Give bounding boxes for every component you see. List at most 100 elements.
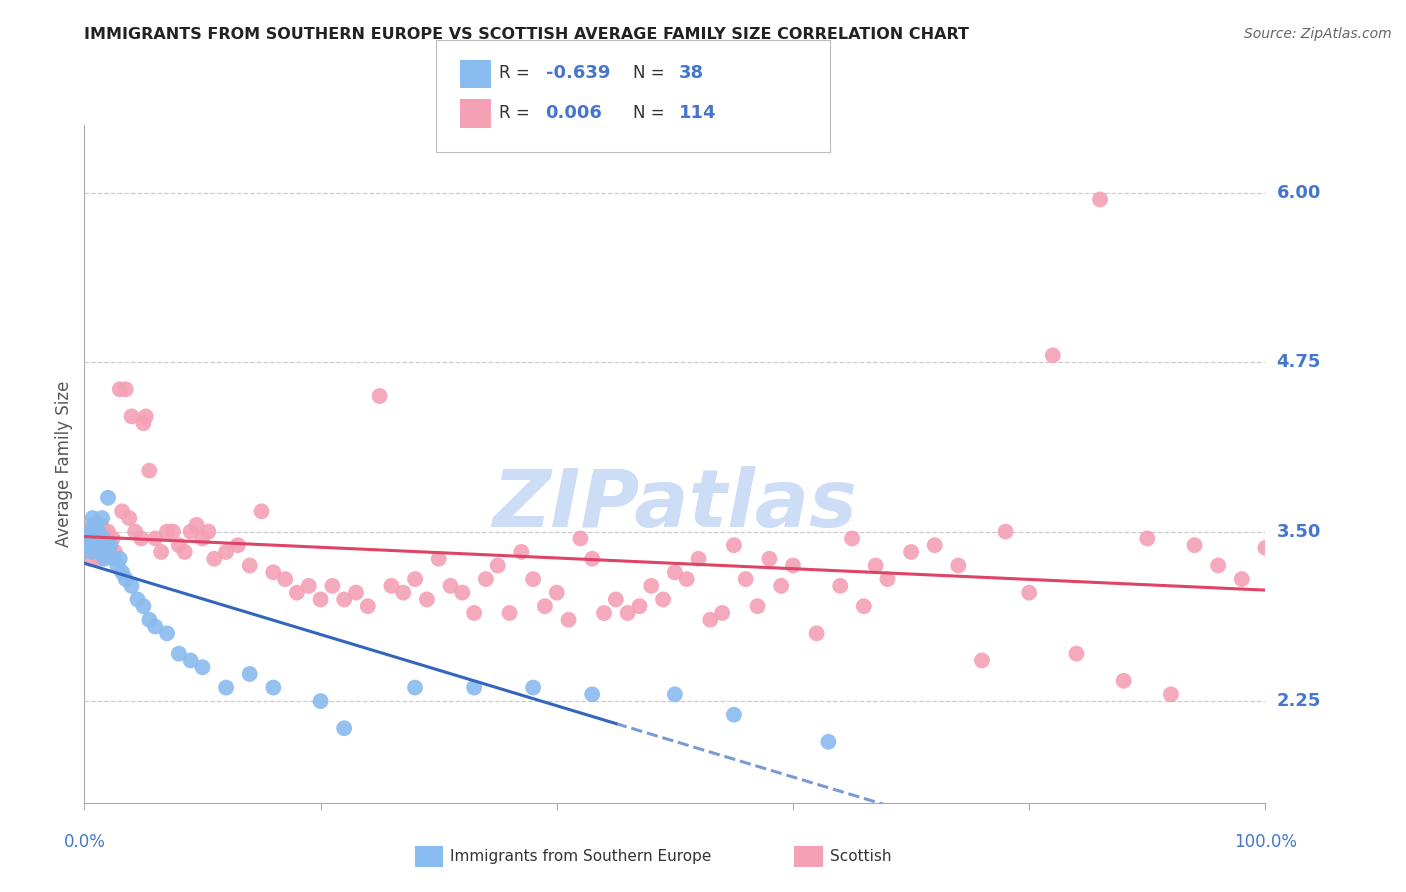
Point	[104, 545, 127, 559]
Point	[83, 532, 105, 546]
Point	[1184, 538, 1206, 552]
Point	[593, 606, 616, 620]
Point	[924, 538, 946, 552]
Point	[380, 579, 402, 593]
Point	[1042, 348, 1064, 362]
Point	[132, 599, 155, 614]
Point	[1112, 673, 1135, 688]
Point	[416, 592, 439, 607]
Point	[605, 592, 627, 607]
Point	[298, 579, 321, 593]
Text: 114: 114	[679, 104, 717, 122]
Text: 0.0%: 0.0%	[63, 833, 105, 851]
Point	[77, 532, 100, 546]
Point	[262, 681, 284, 695]
Point	[111, 504, 134, 518]
Point	[806, 626, 828, 640]
Point	[202, 551, 225, 566]
Point	[404, 572, 426, 586]
Y-axis label: Average Family Size: Average Family Size	[55, 381, 73, 547]
Point	[1230, 572, 1253, 586]
Point	[628, 599, 651, 614]
Text: 6.00: 6.00	[1277, 184, 1320, 202]
Point	[173, 545, 195, 559]
Point	[98, 538, 121, 552]
Point	[138, 613, 160, 627]
Point	[900, 545, 922, 559]
Point	[747, 599, 769, 614]
Point	[522, 572, 544, 586]
Point	[675, 572, 697, 586]
Point	[274, 572, 297, 586]
Point	[180, 653, 202, 667]
Point	[1088, 193, 1111, 207]
Point	[79, 551, 101, 566]
Point	[226, 538, 249, 552]
Point	[127, 592, 149, 607]
Point	[76, 532, 98, 546]
Point	[215, 681, 238, 695]
Point	[239, 667, 262, 681]
Point	[309, 592, 332, 607]
Point	[546, 585, 568, 599]
Point	[89, 532, 111, 546]
Point	[262, 566, 284, 580]
Point	[162, 524, 184, 539]
Text: 3.50: 3.50	[1277, 523, 1320, 541]
Point	[948, 558, 970, 573]
Point	[1018, 585, 1040, 599]
Text: 0.006: 0.006	[546, 104, 602, 122]
Point	[97, 524, 120, 539]
Point	[143, 532, 166, 546]
Point	[108, 382, 131, 396]
Point	[191, 660, 214, 674]
Point	[439, 579, 461, 593]
Point	[404, 681, 426, 695]
Point	[101, 532, 124, 546]
Text: 2.25: 2.25	[1277, 692, 1320, 710]
Point	[616, 606, 638, 620]
Point	[734, 572, 756, 586]
Point	[463, 681, 485, 695]
Text: N =: N =	[633, 104, 669, 122]
Point	[86, 532, 108, 546]
Point	[82, 517, 104, 532]
Point	[392, 585, 415, 599]
Point	[84, 524, 107, 539]
Point	[285, 585, 308, 599]
Point	[84, 545, 107, 559]
Point	[463, 606, 485, 620]
Point	[368, 389, 391, 403]
Point	[830, 579, 852, 593]
Point	[135, 409, 157, 424]
Point	[138, 464, 160, 478]
Point	[121, 579, 143, 593]
Point	[664, 566, 686, 580]
Point	[118, 511, 141, 525]
Point	[581, 687, 603, 701]
Point	[557, 613, 579, 627]
Text: Scottish: Scottish	[830, 849, 891, 863]
Point	[344, 585, 367, 599]
Point	[97, 491, 120, 505]
Point	[98, 538, 121, 552]
Point	[652, 592, 675, 607]
Point	[1160, 687, 1182, 701]
Point	[167, 538, 190, 552]
Point	[180, 524, 202, 539]
Point	[103, 551, 125, 566]
Point	[758, 551, 780, 566]
Point	[852, 599, 875, 614]
Point	[91, 532, 114, 546]
Point	[87, 524, 110, 539]
Point	[84, 517, 107, 532]
Text: ZIPatlas: ZIPatlas	[492, 466, 858, 543]
Point	[143, 619, 166, 633]
Point	[876, 572, 898, 586]
Point	[333, 592, 356, 607]
Point	[817, 735, 839, 749]
Point	[108, 551, 131, 566]
Point	[186, 517, 208, 532]
Point	[309, 694, 332, 708]
Point	[167, 647, 190, 661]
